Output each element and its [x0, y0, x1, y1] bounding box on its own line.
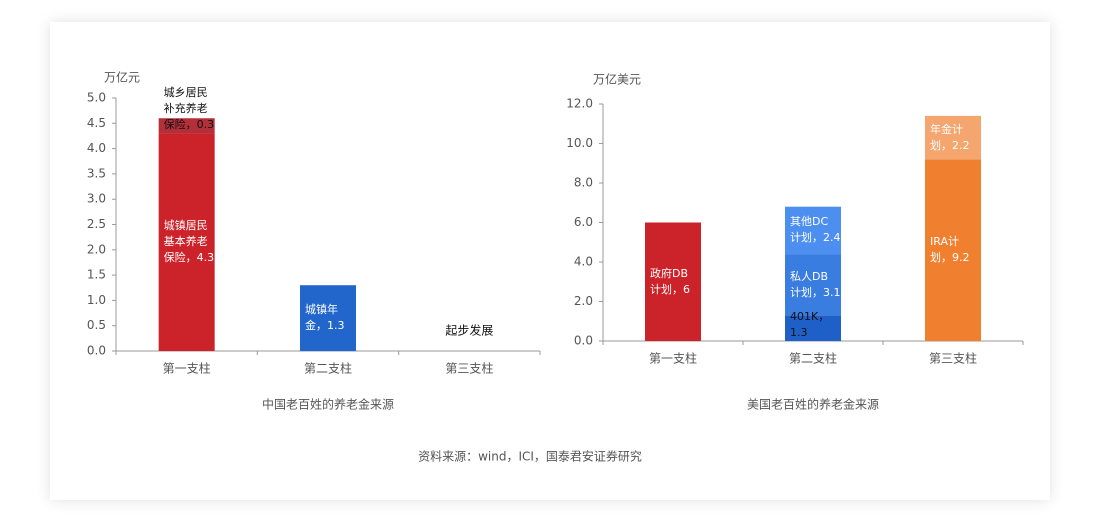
y-tick-label: 12.0	[566, 97, 593, 111]
x-tick-label: 第二支柱	[304, 361, 352, 376]
y-tick-label: 3.5	[87, 166, 106, 180]
data-label: 城镇居民 基本养老 保险，4.3	[163, 219, 215, 265]
x-tick-label: 第三支柱	[445, 361, 493, 376]
bar-segment	[785, 315, 841, 341]
y-tick-label: 4.0	[574, 255, 593, 269]
bar-segment	[925, 115, 981, 160]
data-label: 城乡居民 补充养老 保险，0.3	[163, 86, 215, 132]
y-tick-label: 0.0	[574, 334, 593, 348]
data-label: 城镇年 金，1.3	[305, 303, 345, 333]
data-label: 年金计 划，2.2	[930, 122, 970, 152]
y-tick-label: 0.0	[87, 344, 106, 358]
data-label: 私人DB 计划，3.1	[790, 269, 841, 299]
bar-segment	[158, 118, 215, 134]
y-tick-label: 0.5	[87, 318, 106, 332]
bar-segment	[785, 206, 841, 255]
x-tick-label: 第一支柱	[649, 351, 697, 366]
chart-subtitle: 中国老百姓的养老金来源	[262, 397, 394, 412]
axis-unit: 万亿元	[104, 70, 140, 85]
y-tick-label: 2.5	[87, 217, 106, 231]
data-label: 政府DB 计划，6	[650, 266, 690, 296]
y-tick-label: 5.0	[87, 91, 106, 105]
y-tick-label: 4.5	[87, 116, 106, 130]
data-label: 其他DC 计划，2.4	[790, 215, 841, 245]
data-label: IRA计 划，9.2	[930, 235, 970, 265]
bar-segment	[645, 222, 701, 341]
data-label: 401K， 1.3	[790, 310, 830, 339]
y-tick-label: 10.0	[566, 136, 593, 150]
source: 资料来源：wind，ICI，国泰君安证券研究	[418, 449, 642, 464]
y-tick-label: 2.0	[574, 294, 593, 308]
bar-segment	[300, 285, 356, 351]
y-tick-label: 2.0	[87, 242, 106, 256]
annotation: 起步发展	[445, 323, 493, 338]
bar-segment	[785, 254, 841, 316]
bar-segment	[925, 159, 981, 341]
y-tick-label: 1.5	[87, 268, 106, 282]
y-tick-label: 6.0	[574, 215, 593, 229]
x-tick-label: 第二支柱	[789, 351, 837, 366]
x-tick-label: 第一支柱	[163, 361, 211, 376]
chart-subtitle: 美国老百姓的养老金来源	[747, 397, 879, 412]
y-tick-label: 3.0	[87, 192, 106, 206]
card	[50, 22, 1050, 500]
axis-unit: 万亿美元	[593, 72, 641, 87]
y-tick-label: 4.0	[87, 141, 106, 155]
x-tick-label: 第三支柱	[929, 351, 977, 366]
bar-segment	[158, 133, 215, 351]
y-tick-label: 1.0	[87, 293, 106, 307]
y-tick-label: 8.0	[574, 176, 593, 190]
